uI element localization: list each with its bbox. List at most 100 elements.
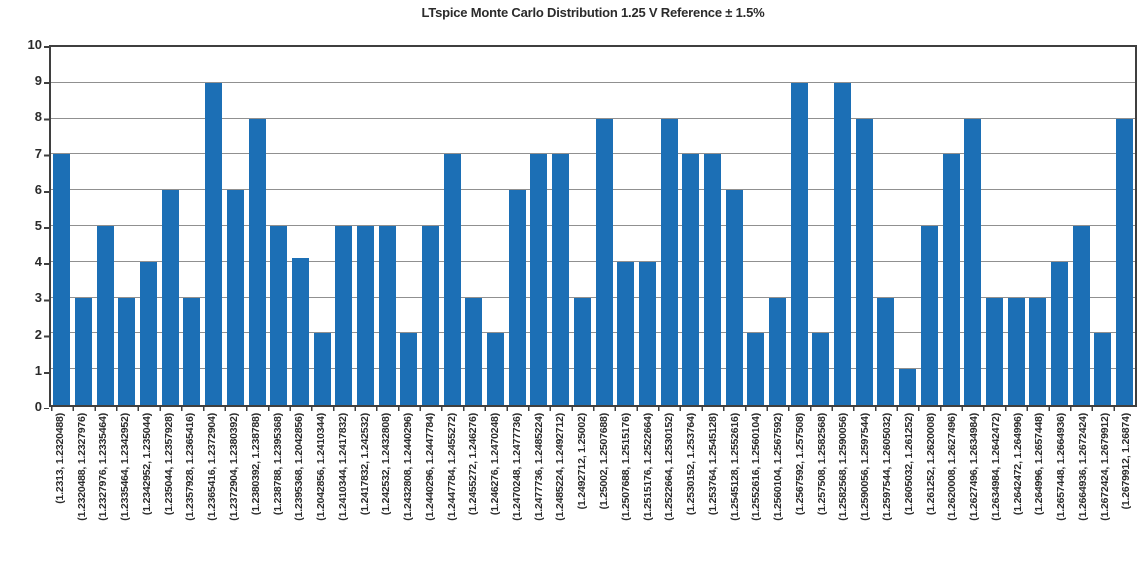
bar-slot xyxy=(637,47,659,405)
x-tick-label: (1.2485224, 1.2492712) xyxy=(554,413,567,521)
x-tick-label: (1.2395368, 1.2042856) xyxy=(293,413,306,521)
x-label-slot: (1.2395368, 1.2042856) xyxy=(288,413,310,565)
x-label-slot: (1.2470248, 1.2477736) xyxy=(506,413,528,565)
bar-slot xyxy=(376,47,398,405)
x-label-slot: (1.2380392, 1.238788) xyxy=(245,413,267,565)
bar xyxy=(313,333,331,405)
x-label-slot: (1.2605032, 1.261252) xyxy=(898,413,920,565)
bar-slot xyxy=(203,47,225,405)
bar-slot xyxy=(572,47,594,405)
y-tick-label: 8 xyxy=(34,109,42,125)
x-label-slot: (1.264996, 1.2657448) xyxy=(1028,413,1050,565)
bar xyxy=(270,226,288,405)
bar xyxy=(226,190,244,405)
x-tick-label: (1.2605032, 1.261252) xyxy=(902,413,915,516)
bar xyxy=(96,226,114,405)
bar xyxy=(1029,297,1047,405)
x-tick-label: (1.2642472, 1.264996) xyxy=(1011,413,1024,516)
x-label-slot: (1.253764, 1.2545128) xyxy=(702,413,724,565)
y-tick-label: 3 xyxy=(34,290,42,306)
bar-slot xyxy=(311,47,333,405)
bar xyxy=(400,333,418,405)
x-label-slot: (1.2590056, 1.2597544) xyxy=(854,413,876,565)
bar-slot xyxy=(138,47,160,405)
bar xyxy=(899,369,917,405)
bar xyxy=(161,190,179,405)
x-label-slot: (1.2447784, 1.2455272) xyxy=(441,413,463,565)
bar xyxy=(1116,118,1134,405)
gridline-y-3 xyxy=(51,296,1135,298)
bar-slot xyxy=(333,47,355,405)
bar-slot xyxy=(615,47,637,405)
bar xyxy=(443,154,461,405)
x-tick-label: (1.2545128, 1.2552616) xyxy=(728,413,741,521)
bar xyxy=(725,190,743,405)
x-label-slot: (1.25002, 1.2507688) xyxy=(593,413,615,565)
bar-slot xyxy=(1092,47,1114,405)
x-tick-label: (1.2447784, 1.2455272) xyxy=(445,413,458,521)
bar-slot xyxy=(225,47,247,405)
bar xyxy=(877,297,895,405)
x-tick-label: (1.2342952, 1.235044) xyxy=(140,413,153,516)
x-label-slot: (1.2477736, 1.2485224) xyxy=(528,413,550,565)
x-tick-label: (1.2357928, 1.2365416) xyxy=(184,413,197,521)
x-label-slot: (1.2365416, 1.2372904) xyxy=(201,413,223,565)
bar xyxy=(595,118,613,405)
x-label-slot: (1.2560104, 1.2567592) xyxy=(767,413,789,565)
bar xyxy=(1094,333,1112,405)
x-label-slot: (1.2492712, 1.25002) xyxy=(571,413,593,565)
bar xyxy=(747,333,765,405)
x-tick-label: (1.2455272, 1.246276) xyxy=(467,413,480,516)
x-tick-label: (1.2582568, 1.2590056) xyxy=(837,413,850,521)
bar-slot xyxy=(897,47,919,405)
x-tick-label: (1.2380392, 1.238788) xyxy=(249,413,262,516)
x-label-slot: (1.2417832, 1.242532) xyxy=(354,413,376,565)
x-tick-label: (1.25002, 1.2507688) xyxy=(598,413,611,510)
x-tick-label: (1.257508, 1.2582568) xyxy=(815,413,828,516)
y-tick-label: 10 xyxy=(27,37,42,52)
x-tick-label: (1.261252, 1.2620008) xyxy=(924,413,937,516)
bar-slot xyxy=(159,47,181,405)
bar xyxy=(790,82,808,405)
bar xyxy=(638,261,656,405)
bar-slot xyxy=(1049,47,1071,405)
x-tick-label: (1.2372904, 1.2380392) xyxy=(228,413,240,521)
x-label-slot: (1.2597544, 1.2605032) xyxy=(876,413,898,565)
bar xyxy=(573,297,591,405)
x-label-slot: (1.2620008, 1.2627496) xyxy=(941,413,963,565)
bar xyxy=(834,82,852,405)
bar-slot xyxy=(246,47,268,405)
x-axis-ticks xyxy=(51,407,1135,411)
gridline-y-5 xyxy=(51,225,1135,226)
bar xyxy=(682,154,700,405)
y-tick-label: 5 xyxy=(34,218,42,233)
bar xyxy=(812,333,830,405)
bar-slot xyxy=(268,47,290,405)
bar-slot xyxy=(940,47,962,405)
bar xyxy=(183,297,201,405)
x-label-slot: (1.2327976, 1.2335464) xyxy=(93,413,115,565)
x-label-slot: (1.2320488, 1.2327976) xyxy=(71,413,93,565)
x-label-slot: (1.2634984, 1.2642472) xyxy=(985,413,1007,565)
bar xyxy=(1050,261,1068,405)
bar-slot xyxy=(723,47,745,405)
plot-area xyxy=(49,45,1137,407)
x-label-slot: (1.2664936, 1.2672424) xyxy=(1072,413,1094,565)
x-label-slot: (1.2530152, 1.253764) xyxy=(680,413,702,565)
bar-slot xyxy=(116,47,138,405)
bar-slot xyxy=(398,47,420,405)
x-tick-label: (1.2679912, 1.26874) xyxy=(1120,413,1133,510)
x-label-slot: (1.2440296, 1.2447784) xyxy=(419,413,441,565)
bar-slot xyxy=(181,47,203,405)
x-label-slot: (1.238788, 1.2395368) xyxy=(267,413,289,565)
x-tick-label: (1.2440296, 1.2447784) xyxy=(423,413,436,521)
bar-slot xyxy=(962,47,984,405)
x-tick-label: (1.2327976, 1.2335464) xyxy=(97,413,110,521)
x-tick-label: (1.2335464, 1.2342952) xyxy=(119,413,132,521)
x-label-slot: (1.2432808, 1.2440296) xyxy=(397,413,419,565)
chart-title: LTspice Monte Carlo Distribution 1.25 V … xyxy=(421,5,765,20)
gridline-y-2 xyxy=(51,332,1135,334)
bar xyxy=(617,261,635,405)
x-tick-label: (1.2042856, 1.2410344) xyxy=(315,413,328,521)
y-axis-ticks xyxy=(44,46,49,409)
